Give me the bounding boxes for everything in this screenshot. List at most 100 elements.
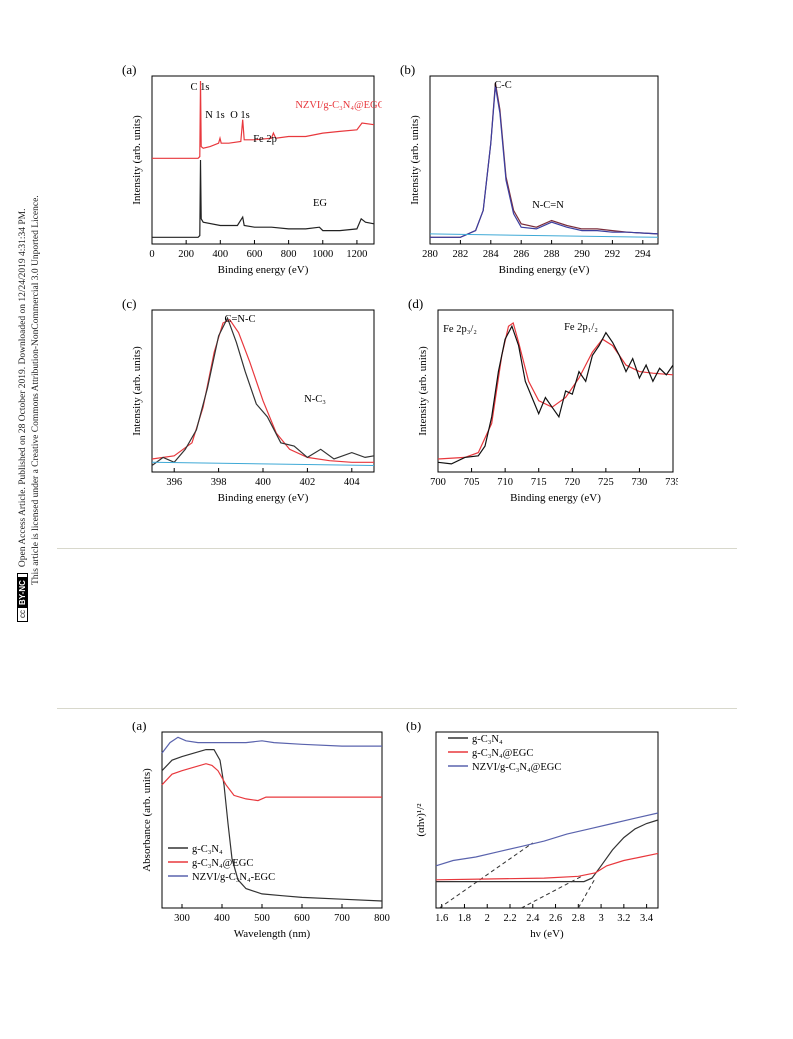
annotation-label: EG <box>313 198 327 209</box>
uv-vis-panel: 300 400 500 600 700 800 Wavelength (nm) Absorba… <box>132 722 390 940</box>
x-axis-label: Binding energy (eV) <box>218 492 309 504</box>
x-tick-label: 2.8 <box>572 913 585 924</box>
series-line <box>161 749 383 902</box>
panel-label: (b) <box>406 722 421 733</box>
x-axis-label: Binding energy (eV) <box>218 264 309 276</box>
x-tick-label: 730 <box>632 477 648 488</box>
panel-label: (b) <box>400 62 415 77</box>
x-tick-label: 402 <box>300 477 316 488</box>
legend-label: g-C₃N₄ <box>472 734 503 745</box>
x-axis-label: Wavelength (nm) <box>234 928 311 940</box>
annotation-label: Fe 2p₁/₂ <box>564 322 598 333</box>
x-tick-label: 0 <box>149 249 154 260</box>
x-tick-label: 398 <box>211 477 227 488</box>
article-sidebar: cc BY-NC Open Access Article. Published on… <box>0 0 41 1039</box>
y-axis-label: Absorbance (arb. units) <box>141 768 153 872</box>
plot-frame <box>161 731 383 909</box>
plot-frame <box>437 309 674 473</box>
access-line: cc BY-NC Open Access Article. Published on… <box>17 209 28 622</box>
series-line <box>151 316 375 466</box>
xps-survey-panel: 0 200 400 600 800 1000 1200 Binding energy (eV)… <box>122 62 382 276</box>
x-tick-label: 725 <box>598 477 614 488</box>
x-tick-label: 600 <box>294 913 310 924</box>
x-tick-label: 400 <box>255 477 271 488</box>
x-tick-label: 700 <box>430 477 446 488</box>
y-axis-label: Intensity (arb. units) <box>131 346 143 436</box>
y-axis-label: Intensity (arb. units) <box>409 115 421 205</box>
cc-badge-tag: BY-NC <box>18 577 27 608</box>
series-line <box>436 819 659 883</box>
series-line <box>430 86 659 238</box>
x-tick-label: 735 <box>665 477 678 488</box>
panel-label: (c) <box>122 296 136 311</box>
x-tick-label: 294 <box>635 249 652 260</box>
x-tick-label: 600 <box>247 249 263 260</box>
access-text: Open Access Article. Published on 28 Oct… <box>18 208 28 568</box>
x-tick-label: 3.2 <box>617 913 630 924</box>
tangent-line <box>439 842 534 909</box>
panel-label: (a) <box>132 722 146 733</box>
annotation-label: O 1s <box>230 110 250 121</box>
x-tick-label: 2 <box>485 913 490 924</box>
series-line <box>437 324 674 465</box>
x-tick-label: 396 <box>166 477 182 488</box>
background-line <box>429 233 659 238</box>
x-tick-label: 1000 <box>312 249 333 260</box>
x-tick-label: 286 <box>513 249 529 260</box>
y-axis-label: (αhν)¹/² <box>415 803 427 837</box>
annotation-label: C-C <box>494 80 512 91</box>
section-divider <box>57 708 737 709</box>
background-line <box>151 461 375 467</box>
cc-badge-symbol: cc <box>18 610 27 618</box>
license-line: This article is licensed under a Creativ… <box>31 195 41 585</box>
annotation-label: NZVI/g-C₃N₄@EGC <box>295 100 382 111</box>
x-tick-label: 300 <box>174 913 190 924</box>
annotation-label: C=N-C <box>224 314 255 325</box>
series-line <box>152 80 375 159</box>
legend-label: g-C₃N₄ <box>192 844 223 855</box>
legend-label: g-C₃N₄@EGC <box>472 748 533 759</box>
plot-frame <box>429 75 659 245</box>
x-tick-label: 280 <box>422 249 438 260</box>
series-line <box>161 763 382 802</box>
panel-label: (a) <box>122 62 136 77</box>
section-divider <box>57 548 737 549</box>
x-tick-label: 2.2 <box>503 913 516 924</box>
x-tick-label: 2.4 <box>526 913 540 924</box>
series-line <box>151 318 374 463</box>
y-axis-label: Intensity (arb. units) <box>417 346 429 436</box>
n1s-panel: 396 398 400 402 404 Binding energy (eV) Intens… <box>122 296 375 504</box>
x-tick-label: 3.4 <box>640 913 654 924</box>
annotation-label: Fe 2p₃/₂ <box>443 324 477 335</box>
legend-label: NZVI/g-C₃N₄-EGC <box>192 872 275 883</box>
x-tick-label: 800 <box>374 913 390 924</box>
x-tick-label: 3 <box>598 913 603 924</box>
x-tick-label: 500 <box>254 913 270 924</box>
series-line <box>437 322 674 460</box>
annotation-label: C 1s <box>191 82 210 93</box>
cc-license-badge[interactable]: cc BY-NC <box>17 573 28 622</box>
x-tick-label: 288 <box>544 249 560 260</box>
fe2p-panel: 700 705 710 715 720 725 730 735 Binding energy (… <box>408 296 678 504</box>
x-tick-label: 2.6 <box>549 913 562 924</box>
series-line <box>430 82 659 238</box>
x-tick-label: 1.8 <box>458 913 471 924</box>
x-tick-label: 800 <box>281 249 297 260</box>
x-tick-label: 282 <box>453 249 469 260</box>
annotation-label: N 1s <box>205 110 225 121</box>
tauc-panel: 1.6 1.8 2 2.2 2.4 2.6 2.8 3 3.2 3.4 hν (eV) (αhν)¹/… <box>406 722 659 940</box>
x-tick-label: 1200 <box>346 249 367 260</box>
plot-frame <box>151 75 375 245</box>
x-tick-label: 290 <box>574 249 590 260</box>
annotation-label: N-C₃ <box>304 394 326 405</box>
tangent-line <box>577 877 596 909</box>
x-tick-label: 284 <box>483 249 500 260</box>
legend-label: g-C₃N₄@EGC <box>192 858 253 869</box>
annotation-label: Fe 2p <box>253 134 277 145</box>
x-tick-label: 400 <box>214 913 230 924</box>
license-text[interactable]: This article is licensed under a Creativ… <box>31 195 41 585</box>
x-tick-label: 200 <box>178 249 194 260</box>
annotation-label: N-C=N <box>532 200 564 211</box>
series-line <box>435 852 659 881</box>
series-line <box>435 812 659 867</box>
